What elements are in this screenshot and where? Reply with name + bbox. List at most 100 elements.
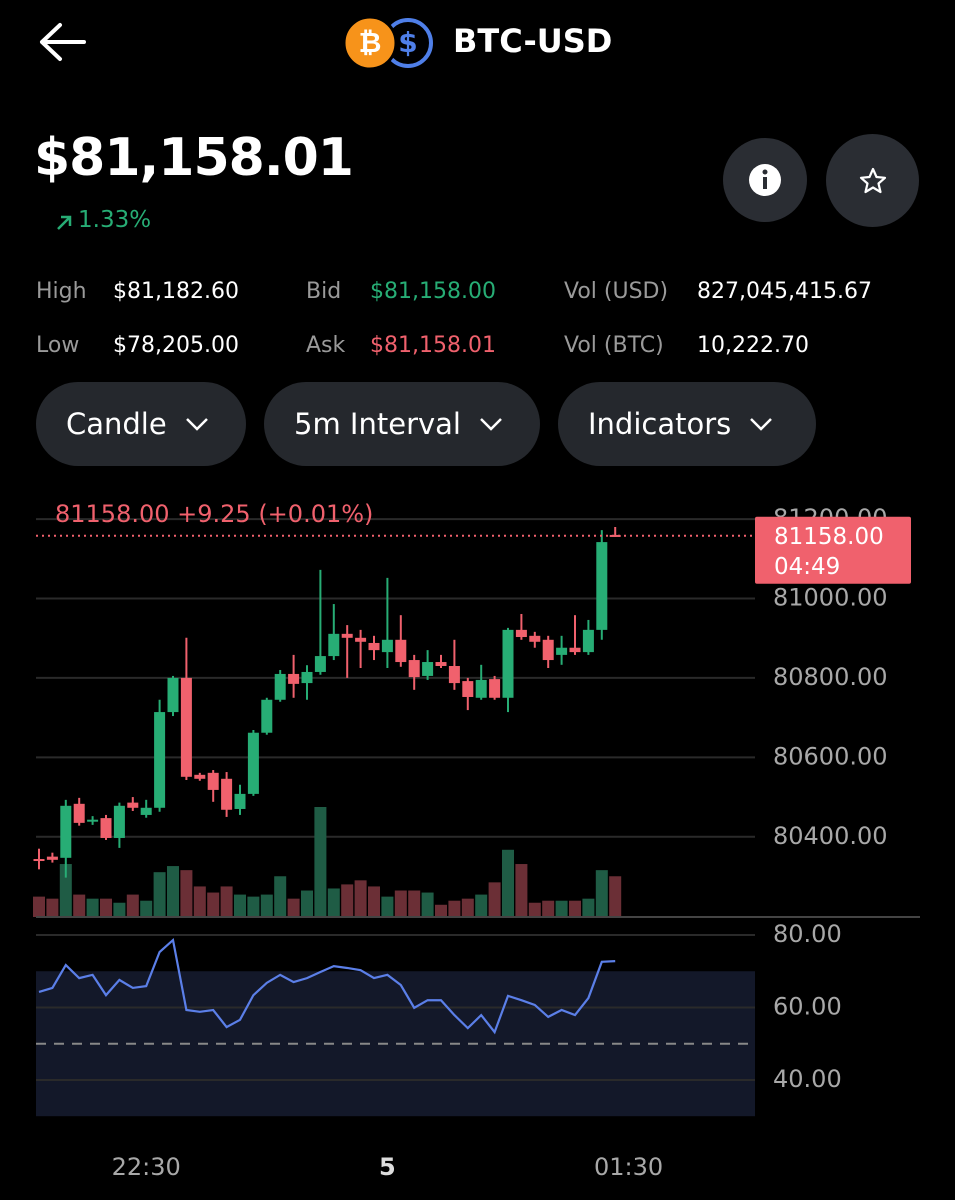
volume-bar (569, 900, 581, 917)
candle-body (489, 679, 501, 698)
y-tick-label: 60.00 (773, 992, 842, 1020)
candle-body (314, 656, 326, 672)
volume-bar (582, 898, 595, 917)
volume-bar (408, 890, 421, 917)
y-tick-label: 80600.00 (773, 742, 888, 770)
candle-body (73, 803, 85, 823)
stat-label: Vol (USD) (564, 279, 669, 304)
candle-body (355, 637, 367, 642)
candle-body (462, 681, 474, 697)
candle-body (569, 647, 581, 653)
current-price-box (755, 516, 911, 584)
up-arrow-icon (57, 215, 72, 230)
y-tick-label: 81000.00 (773, 583, 888, 611)
candle-body (274, 673, 286, 700)
candle-body (341, 633, 353, 638)
candle-body (381, 639, 393, 653)
dropdown-label: 5m Interval (294, 407, 461, 441)
volume-bar (354, 880, 367, 917)
candle-body (408, 660, 420, 678)
volume-bar (207, 892, 220, 917)
volume-bar (394, 890, 407, 917)
y-tick-label: 40.00 (773, 1065, 842, 1093)
favorite-button[interactable] (826, 134, 919, 227)
candle-body (87, 819, 99, 822)
volume-bar (475, 894, 488, 917)
dropdown-button[interactable]: Indicators (558, 382, 816, 466)
back-button[interactable] (38, 22, 88, 62)
candle-body (60, 805, 72, 858)
y-tick-label: 80.00 (773, 920, 842, 948)
svg-text:$: $ (398, 26, 417, 59)
volume-bar (609, 876, 622, 917)
candle-body (609, 534, 621, 537)
candle-body (368, 642, 380, 651)
candle-body (100, 818, 112, 838)
svg-text:₿: ₿ (359, 26, 382, 59)
candle-body (556, 647, 568, 655)
candle-body (234, 793, 246, 809)
rsi-line (38, 937, 616, 1035)
x-tick-label: 22:30 (112, 1153, 181, 1181)
candle-body (140, 807, 152, 815)
candle-body (542, 639, 554, 661)
volume-bar (180, 870, 193, 917)
volume-bar (46, 898, 59, 917)
volume-bar (595, 870, 608, 917)
volume-bar (542, 900, 555, 917)
stat-value: $81,158.00 (370, 279, 496, 304)
volume-bar (314, 807, 327, 917)
volume-bar (73, 894, 86, 917)
stat-label: Low (36, 333, 80, 358)
candle-body (529, 635, 541, 642)
price-change: 1.33% (78, 207, 152, 233)
volume-bar (86, 898, 99, 917)
volume-bar (234, 894, 246, 917)
volume-bar (167, 866, 179, 917)
candle-body (582, 629, 594, 653)
candle-body (221, 778, 233, 810)
x-tick-label: 01:30 (594, 1153, 663, 1181)
info-button[interactable] (723, 138, 807, 222)
dropdown-label: Indicators (588, 407, 732, 441)
volume-bar (555, 900, 568, 917)
candle-body (154, 712, 166, 808)
y-tick-label: 80800.00 (773, 663, 888, 691)
candle-body (113, 805, 125, 838)
candle-body (261, 699, 273, 733)
volume-bar (140, 900, 153, 917)
volume-bar (260, 894, 273, 917)
volume-bar (59, 864, 72, 917)
volume-bar (274, 876, 287, 917)
coin-icons: $ ₿ (342, 15, 433, 71)
price-legend: 81158.00 +9.25 (+0.01%) (55, 500, 373, 528)
volume-bar (113, 902, 126, 917)
volume-bar (341, 884, 354, 917)
stat-value: $81,182.60 (113, 279, 239, 304)
price: $81,158.01 (34, 128, 354, 188)
volume-bar (327, 888, 340, 917)
candle-body (422, 662, 434, 676)
dropdown-button[interactable]: Candle (36, 382, 246, 466)
chevron (185, 418, 208, 431)
stat-label: Vol (BTC) (564, 333, 664, 358)
volume-bar (448, 900, 461, 917)
candle-body (435, 662, 447, 667)
volume-bar (126, 894, 139, 917)
stat-value: 827,045,415.67 (697, 279, 872, 304)
volume-bar (381, 896, 394, 917)
candle-body (247, 732, 259, 794)
current-price-label: 81158.00 (774, 524, 884, 550)
pair-title: BTC-USD (453, 22, 613, 60)
volume-bar (368, 886, 380, 917)
dropdown-button[interactable]: 5m Interval (264, 382, 540, 466)
volume-bar (33, 896, 45, 917)
volume-bar (421, 892, 434, 917)
volume-bar (193, 886, 206, 917)
volume-bar (488, 882, 501, 917)
candle-body (288, 673, 300, 684)
candle-body (475, 679, 487, 698)
volume-bar (515, 864, 528, 917)
volume-bar (220, 886, 233, 917)
